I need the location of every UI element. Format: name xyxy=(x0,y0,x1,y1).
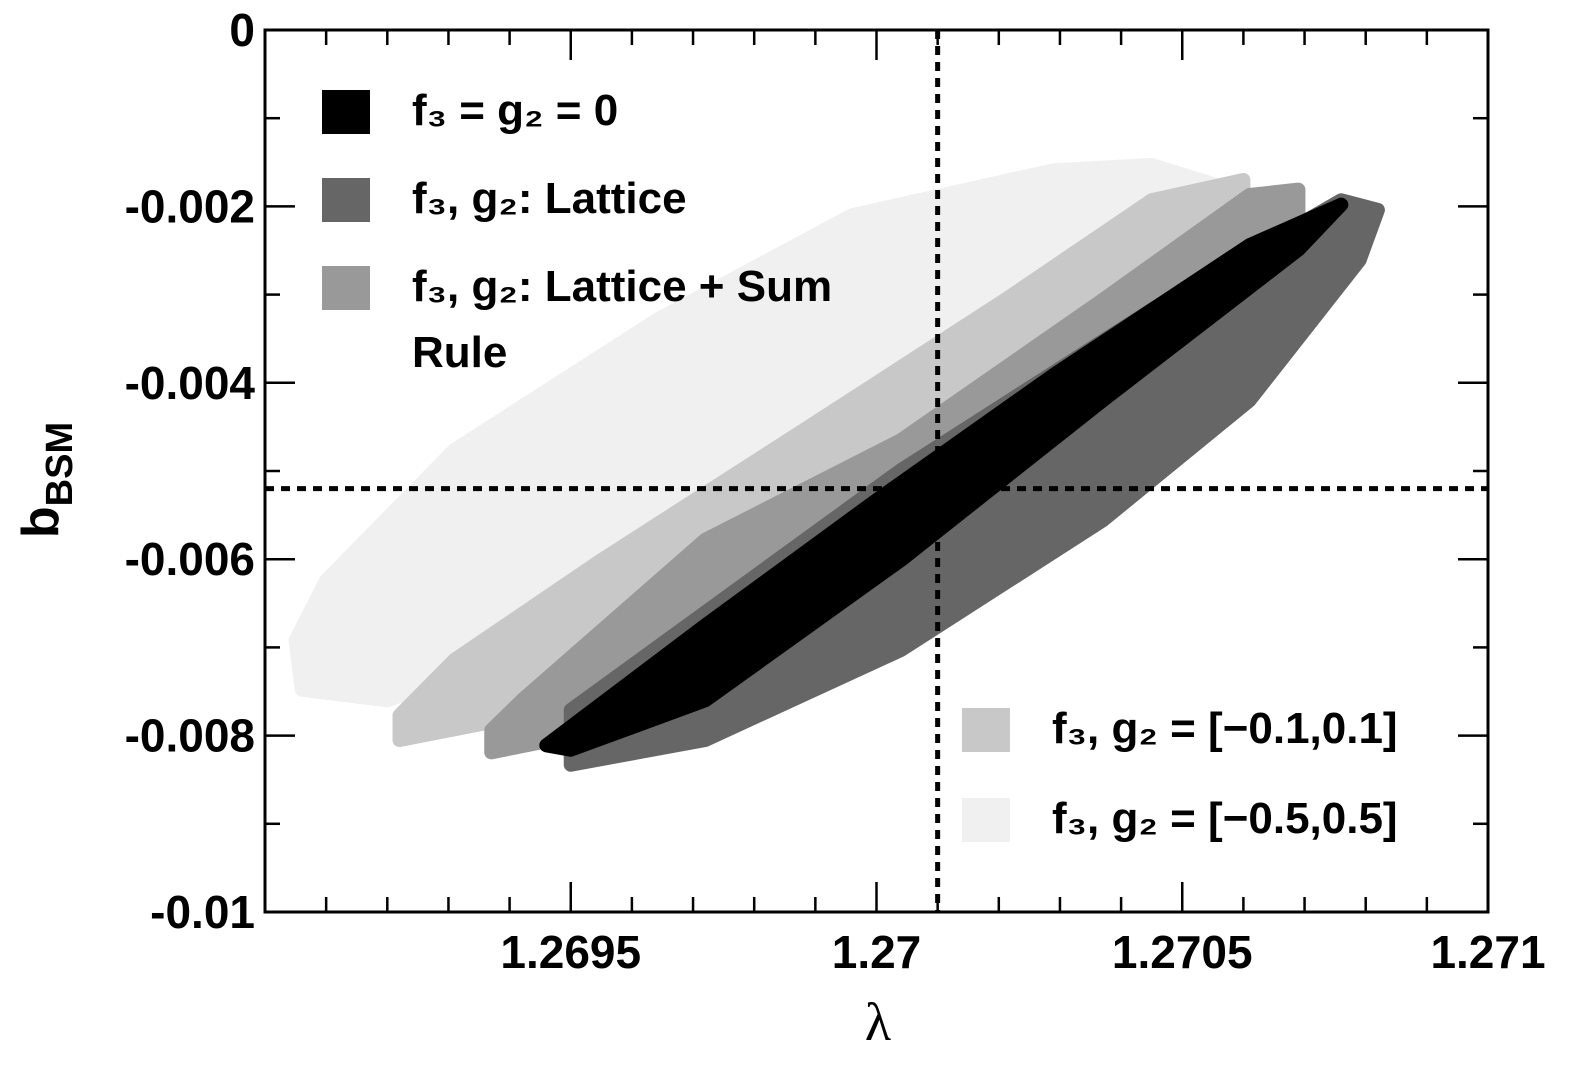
x-axis-label: λ xyxy=(865,992,891,1052)
y-tick-label: -0.002 xyxy=(125,180,255,232)
legend-swatch xyxy=(322,266,370,310)
legend-label: f₃, g₂: Lattice + Sum Rule xyxy=(412,262,833,377)
x-tick-label: 1.271 xyxy=(1430,926,1545,978)
legend-label: f₃, g₂ = [−0.5,0.5] xyxy=(1052,794,1398,843)
legend-swatch xyxy=(322,90,370,134)
y-tick-label: -0.008 xyxy=(125,710,255,762)
legend-entry: f₃ = g₂ = 0 xyxy=(322,86,842,144)
y-tick-label: -0.006 xyxy=(125,533,255,585)
x-tick-label: 1.2695 xyxy=(500,926,641,978)
legend-swatch xyxy=(322,178,370,222)
legend-label: f₃ = g₂ = 0 xyxy=(412,86,619,135)
legend-entry: f₃, g₂: Lattice xyxy=(322,174,842,232)
legend-entry: f₃, g₂: Lattice + Sum Rule xyxy=(322,262,842,386)
y-axis-label: bBSM xyxy=(12,422,81,538)
y-tick-label: -0.004 xyxy=(125,357,256,409)
region xyxy=(539,197,1349,757)
legend-entry: f₃, g₂ = [−0.1,0.1] xyxy=(962,704,1482,762)
legend-label: f₃, g₂ = [−0.1,0.1] xyxy=(1052,704,1398,753)
legend-entry: f₃, g₂ = [−0.5,0.5] xyxy=(962,794,1482,852)
y-tick-label: 0 xyxy=(229,4,255,56)
y-label-sub: BSM xyxy=(39,422,81,506)
x-tick-label: 1.2705 xyxy=(1112,926,1253,978)
x-tick-label: 1.27 xyxy=(832,926,922,978)
y-tick-label: -0.01 xyxy=(150,886,255,938)
y-label-main: b xyxy=(12,506,70,538)
legend-swatch xyxy=(962,798,1010,842)
legend-label: f₃, g₂: Lattice xyxy=(412,174,687,223)
legend-swatch xyxy=(962,708,1010,752)
y-axis-label-group: bBSM xyxy=(12,422,81,538)
